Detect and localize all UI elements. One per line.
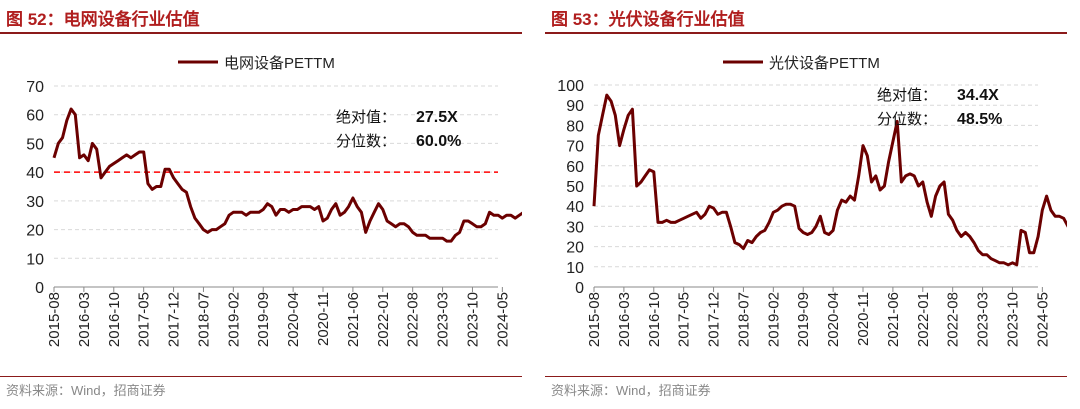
annotation-value: 34.4X — [957, 87, 999, 104]
y-tick-label: 50 — [566, 179, 584, 196]
x-tick-label: 2015-08 — [586, 292, 603, 347]
x-tick-label: 2021-06 — [885, 292, 902, 347]
annotation-label: 分位数： — [877, 111, 937, 128]
series-line — [592, 93, 1067, 267]
y-tick-label: 0 — [575, 280, 584, 297]
x-tick-label: 2022-01 — [915, 292, 932, 347]
x-tick-label: 2020-11 — [315, 292, 332, 346]
y-tick-label: 70 — [26, 79, 44, 96]
y-tick-label: 50 — [26, 136, 44, 153]
x-tick-label: 2018-07 — [195, 292, 212, 347]
x-tick-label: 2023-03 — [975, 292, 992, 347]
x-tick-label: 2016-10 — [646, 292, 663, 347]
x-tick-label: 2020-04 — [825, 292, 842, 347]
x-tick-label: 2024-05 — [1034, 292, 1051, 347]
y-tick-label: 40 — [566, 199, 584, 216]
chart-svg: 0 10 20 30 40 50 60 70 80 90 100 2015-08 2016-03 2016… — [557, 55, 1067, 347]
source-note: 资料来源：Wind，招商证券 — [6, 383, 166, 398]
chart-title: 图 53：光伏设备行业估值 — [551, 10, 745, 29]
y-tick-label: 100 — [557, 78, 584, 95]
chart-title: 图 52：电网设备行业估值 — [6, 10, 200, 29]
chart-panel-right: 图 53：光伏设备行业估值 0 10 20 30 40 50 60 70 80 90 100 2015… — [545, 0, 1067, 409]
y-tick-label: 70 — [566, 139, 584, 156]
y-tick-label: 20 — [566, 240, 584, 257]
x-tick-label: 2019-09 — [255, 292, 272, 347]
x-tick-label: 2016-10 — [106, 292, 123, 347]
annotation-label: 绝对值： — [336, 109, 396, 126]
x-tick-label: 2019-02 — [225, 292, 242, 347]
y-tick-label: 10 — [26, 251, 44, 268]
x-tick-label: 2020-11 — [855, 292, 872, 346]
y-tick-label: 30 — [566, 219, 584, 236]
title-rule — [0, 32, 522, 34]
legend-label: 电网设备PETTM — [224, 55, 335, 72]
y-tick-label: 80 — [566, 118, 584, 135]
x-tick-label: 2022-01 — [375, 292, 392, 347]
x-tick-label: 2021-06 — [345, 292, 362, 347]
y-tick-label: 20 — [26, 223, 44, 240]
x-tick-label: 2017-05 — [676, 292, 693, 347]
annotation-value: 48.5% — [957, 111, 1002, 128]
x-tick-label: 2017-05 — [136, 292, 153, 347]
legend-label: 光伏设备PETTM — [769, 55, 880, 72]
chart-panel-left: 图 52：电网设备行业估值 0 10 20 30 40 50 60 70 2015-08 2016… — [0, 0, 522, 409]
source-note: 资料来源：Wind，招商证券 — [551, 383, 711, 398]
title-rule — [545, 32, 1067, 34]
x-tick-label: 2015-08 — [46, 292, 63, 347]
y-tick-label: 30 — [26, 194, 44, 211]
x-tick-label: 2019-09 — [795, 292, 812, 347]
annotation-value: 27.5X — [416, 109, 458, 126]
x-tick-label: 2020-04 — [285, 292, 302, 347]
x-tick-label: 2017-12 — [706, 292, 723, 347]
y-tick-label: 90 — [566, 98, 584, 115]
y-tick-label: 40 — [26, 165, 44, 182]
x-tick-label: 2016-03 — [76, 292, 93, 347]
x-tick-label: 2016-03 — [616, 292, 633, 347]
x-tick-label: 2023-10 — [1004, 292, 1021, 347]
source-rule — [545, 376, 1067, 377]
x-tick-label: 2019-02 — [765, 292, 782, 347]
chart-svg: 0 10 20 30 40 50 60 70 2015-08 2016-03 2016-10 2017… — [26, 55, 522, 347]
x-tick-label: 2018-07 — [735, 292, 752, 347]
x-tick-label: 2024-05 — [494, 292, 511, 347]
y-tick-label: 60 — [26, 108, 44, 125]
annotation-label: 绝对值： — [877, 87, 937, 104]
y-tick-label: 10 — [566, 260, 584, 277]
x-tick-label: 2023-03 — [435, 292, 452, 347]
source-rule — [0, 376, 522, 377]
x-tick-label: 2023-10 — [464, 292, 481, 347]
x-tick-label: 2017-12 — [166, 292, 183, 347]
y-tick-label: 60 — [566, 159, 584, 176]
x-tick-label: 2024-12 — [1064, 292, 1067, 347]
annotation-label: 分位数： — [336, 133, 396, 150]
x-tick-label: 2022-08 — [945, 292, 962, 347]
annotation-value: 60.0% — [416, 133, 461, 150]
y-tick-label: 0 — [35, 280, 44, 297]
x-tick-label: 2022-08 — [405, 292, 422, 347]
series-line — [52, 107, 522, 243]
